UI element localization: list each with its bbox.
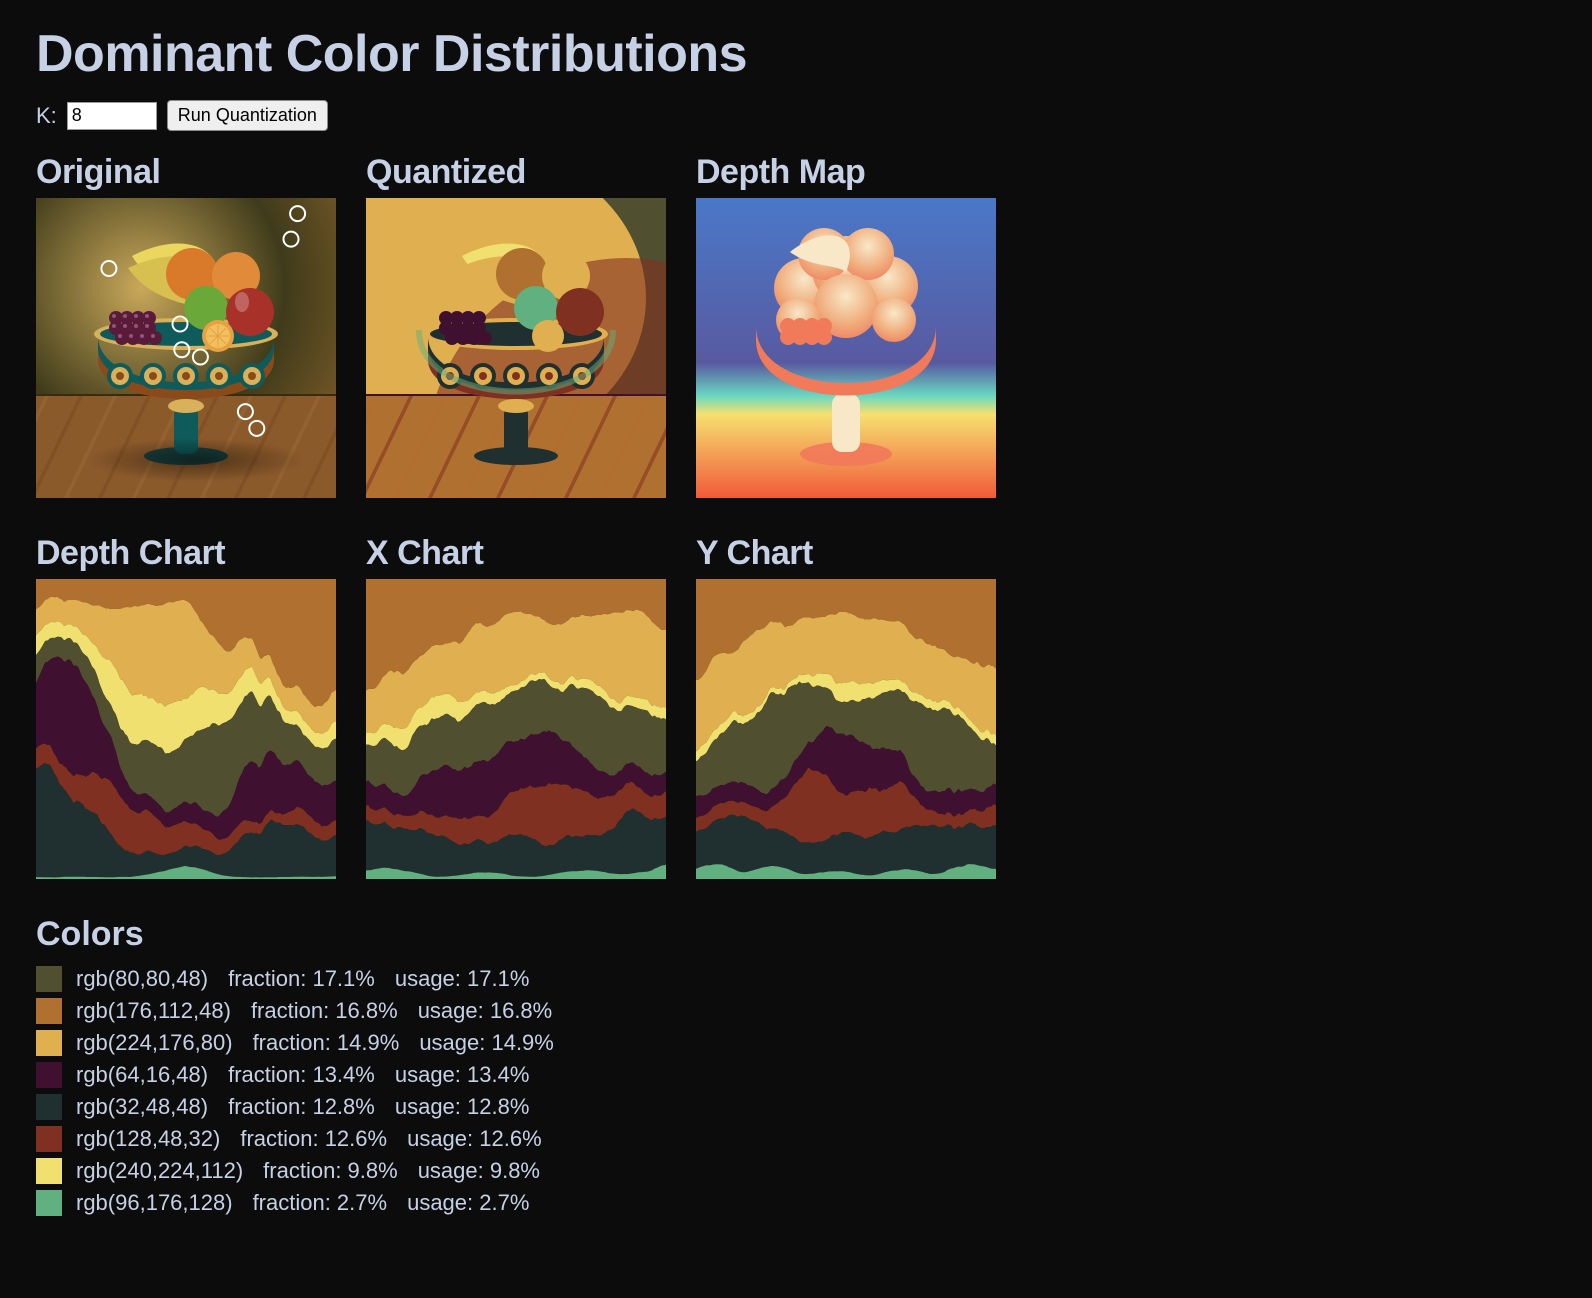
color-swatch [36,998,62,1024]
color-rgb: rgb(80,80,48) [76,966,208,992]
color-row: rgb(32,48,48) fraction: 12.8% usage: 12.8% [36,1094,1556,1120]
color-row-text: rgb(128,48,32) fraction: 12.6% usage: 12.6… [76,1126,542,1152]
color-rgb: rgb(176,112,48) [76,998,231,1024]
color-usage: usage: 12.8% [395,1094,530,1120]
panel-x-chart: X Chart [366,534,666,879]
color-rgb: rgb(96,176,128) [76,1190,233,1216]
panels-grid: Original Quantized Depth Map Depth Chart… [36,153,1556,879]
page-title: Dominant Color Distributions [36,24,1556,84]
k-label: K: [36,103,57,129]
k-input[interactable] [67,102,157,130]
color-fraction: fraction: 2.7% [253,1190,388,1216]
panel-depth-map: Depth Map [696,153,996,498]
color-rgb: rgb(224,176,80) [76,1030,233,1056]
panel-y-chart-title: Y Chart [696,534,996,573]
color-usage: usage: 16.8% [418,998,553,1024]
colors-heading: Colors [36,915,1556,954]
panel-depth-map-title: Depth Map [696,153,996,192]
color-row: rgb(176,112,48) fraction: 16.8% usage: 16.… [36,998,1556,1024]
original-image [36,198,336,498]
color-swatch [36,1190,62,1216]
color-swatch [36,1126,62,1152]
quantized-image [366,198,666,498]
color-row-text: rgb(176,112,48) fraction: 16.8% usage: 16.… [76,998,552,1024]
color-swatch [36,1094,62,1120]
panel-x-chart-title: X Chart [366,534,666,573]
color-usage: usage: 9.8% [418,1158,540,1184]
color-usage: usage: 13.4% [395,1062,530,1088]
color-rgb: rgb(128,48,32) [76,1126,220,1152]
color-fraction: fraction: 12.8% [228,1094,375,1120]
color-row-text: rgb(80,80,48) fraction: 17.1% usage: 17.1% [76,966,529,992]
color-row: rgb(96,176,128) fraction: 2.7% usage: 2.7% [36,1190,1556,1216]
panel-depth-chart: Depth Chart [36,534,336,879]
color-usage: usage: 17.1% [395,966,530,992]
color-row-text: rgb(224,176,80) fraction: 14.9% usage: 14.… [76,1030,554,1056]
color-rgb: rgb(32,48,48) [76,1094,208,1120]
color-row-text: rgb(32,48,48) fraction: 12.8% usage: 12.8% [76,1094,529,1120]
color-row-text: rgb(96,176,128) fraction: 2.7% usage: 2.7% [76,1190,529,1216]
color-swatch [36,1030,62,1056]
color-fraction: fraction: 9.8% [263,1158,398,1184]
color-usage: usage: 14.9% [419,1030,554,1056]
color-swatch [36,1158,62,1184]
run-quantization-button[interactable]: Run Quantization [167,100,328,131]
color-swatch [36,1062,62,1088]
color-list: rgb(80,80,48) fraction: 17.1% usage: 17.1%… [36,966,1556,1216]
panel-quantized: Quantized [366,153,666,498]
color-row: rgb(224,176,80) fraction: 14.9% usage: 14.… [36,1030,1556,1056]
depth-map-image [696,198,996,498]
color-row: rgb(64,16,48) fraction: 13.4% usage: 13.4% [36,1062,1556,1088]
panel-original-title: Original [36,153,336,192]
color-rgb: rgb(64,16,48) [76,1062,208,1088]
x-chart [366,579,666,879]
color-row: rgb(128,48,32) fraction: 12.6% usage: 12.6… [36,1126,1556,1152]
controls-bar: K: Run Quantization [36,100,1556,131]
colors-section: Colors rgb(80,80,48) fraction: 17.1% usage… [36,915,1556,1216]
color-row: rgb(240,224,112) fraction: 9.8% usage: 9.8… [36,1158,1556,1184]
color-fraction: fraction: 17.1% [228,966,375,992]
color-fraction: fraction: 12.6% [240,1126,387,1152]
color-row-text: rgb(240,224,112) fraction: 9.8% usage: 9.8… [76,1158,540,1184]
panel-depth-chart-title: Depth Chart [36,534,336,573]
y-chart [696,579,996,879]
color-fraction: fraction: 14.9% [253,1030,400,1056]
color-fraction: fraction: 16.8% [251,998,398,1024]
color-row-text: rgb(64,16,48) fraction: 13.4% usage: 13.4% [76,1062,529,1088]
depth-chart [36,579,336,879]
panel-quantized-title: Quantized [366,153,666,192]
color-usage: usage: 2.7% [407,1190,529,1216]
color-rgb: rgb(240,224,112) [76,1158,243,1184]
color-usage: usage: 12.6% [407,1126,542,1152]
color-fraction: fraction: 13.4% [228,1062,375,1088]
panel-original: Original [36,153,336,498]
panel-y-chart: Y Chart [696,534,996,879]
color-swatch [36,966,62,992]
color-row: rgb(80,80,48) fraction: 17.1% usage: 17.1% [36,966,1556,992]
